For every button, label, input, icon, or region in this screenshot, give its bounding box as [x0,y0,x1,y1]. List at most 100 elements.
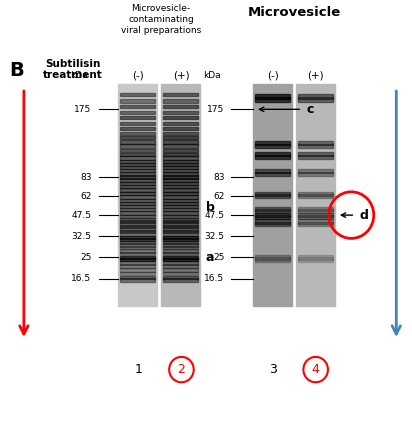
Text: (-): (-) [267,70,279,81]
Bar [120,252,155,255]
Bar [120,144,155,148]
Bar [120,116,155,119]
Bar [163,225,198,228]
Bar [120,222,155,226]
Bar [163,238,198,242]
Bar [120,149,155,152]
Text: (+): (+) [173,70,190,81]
Bar [163,205,198,208]
Bar [163,127,198,130]
Bar [253,84,292,306]
Text: c: c [306,103,314,116]
Text: 83: 83 [213,173,225,181]
Bar [120,241,155,245]
Bar [296,84,335,306]
Text: 32.5: 32.5 [204,232,225,241]
Text: 1: 1 [135,363,143,376]
Bar [298,98,333,102]
Bar [255,192,290,196]
Bar [255,95,290,99]
Bar [163,222,198,226]
Text: Microvesicle-
contaminating
viral preparations: Microvesicle- contaminating viral prepar… [121,3,201,35]
Bar [163,244,198,247]
Bar [163,93,198,96]
Bar [163,116,198,119]
Bar [120,272,155,275]
Bar [120,163,155,166]
Text: 83: 83 [80,173,91,181]
Bar [255,255,290,259]
Bar [163,144,198,148]
Bar [120,268,155,272]
Bar [163,166,198,170]
Bar [120,153,155,156]
Bar [298,257,333,262]
Bar [163,178,198,181]
Bar [120,278,155,282]
Text: b: b [206,201,215,214]
Bar [163,202,198,205]
Bar [163,272,198,275]
Bar [120,140,155,144]
Text: 25: 25 [80,253,91,262]
Bar [120,136,155,139]
Bar [163,173,198,176]
Text: 32.5: 32.5 [71,232,91,241]
Bar [120,249,155,253]
Bar [298,144,333,148]
Bar [255,209,290,213]
Bar [163,246,198,249]
Bar [255,98,290,102]
Bar [120,173,155,176]
Bar [120,261,155,265]
Bar [120,233,155,236]
Bar [163,132,198,135]
Bar [120,169,155,173]
Bar [120,236,155,239]
Bar [163,252,198,255]
Bar [163,105,198,108]
Bar [163,195,198,199]
Bar [255,194,290,198]
Bar [120,132,155,135]
Bar [255,215,290,219]
Bar [163,140,198,144]
Bar [120,238,155,242]
Bar [120,160,155,163]
Bar [120,202,155,205]
Bar [255,207,290,211]
Bar [120,121,155,125]
Bar [120,205,155,208]
Bar [120,195,155,199]
Text: 4: 4 [312,363,320,376]
Bar [298,222,333,226]
Bar [298,213,333,217]
Bar [120,178,155,181]
Text: d: d [359,209,368,222]
Bar [298,209,333,213]
Bar [163,227,198,231]
Bar [298,95,333,99]
Bar [120,218,155,221]
Text: a: a [206,251,215,264]
Text: 62: 62 [213,192,225,201]
Bar [120,215,155,218]
Bar [163,236,198,239]
Bar [298,141,333,145]
Bar [255,219,290,224]
Bar [163,215,198,218]
Bar [163,169,198,173]
Bar [163,199,198,202]
Bar [120,127,155,130]
Bar [120,111,155,114]
Bar [163,264,198,268]
Bar [120,230,155,233]
Bar [298,219,333,224]
Bar [163,192,198,195]
Bar [120,244,155,247]
Text: B: B [9,60,24,80]
Bar [163,218,198,221]
Bar [255,141,290,145]
Bar [163,181,198,185]
Bar [298,255,333,259]
